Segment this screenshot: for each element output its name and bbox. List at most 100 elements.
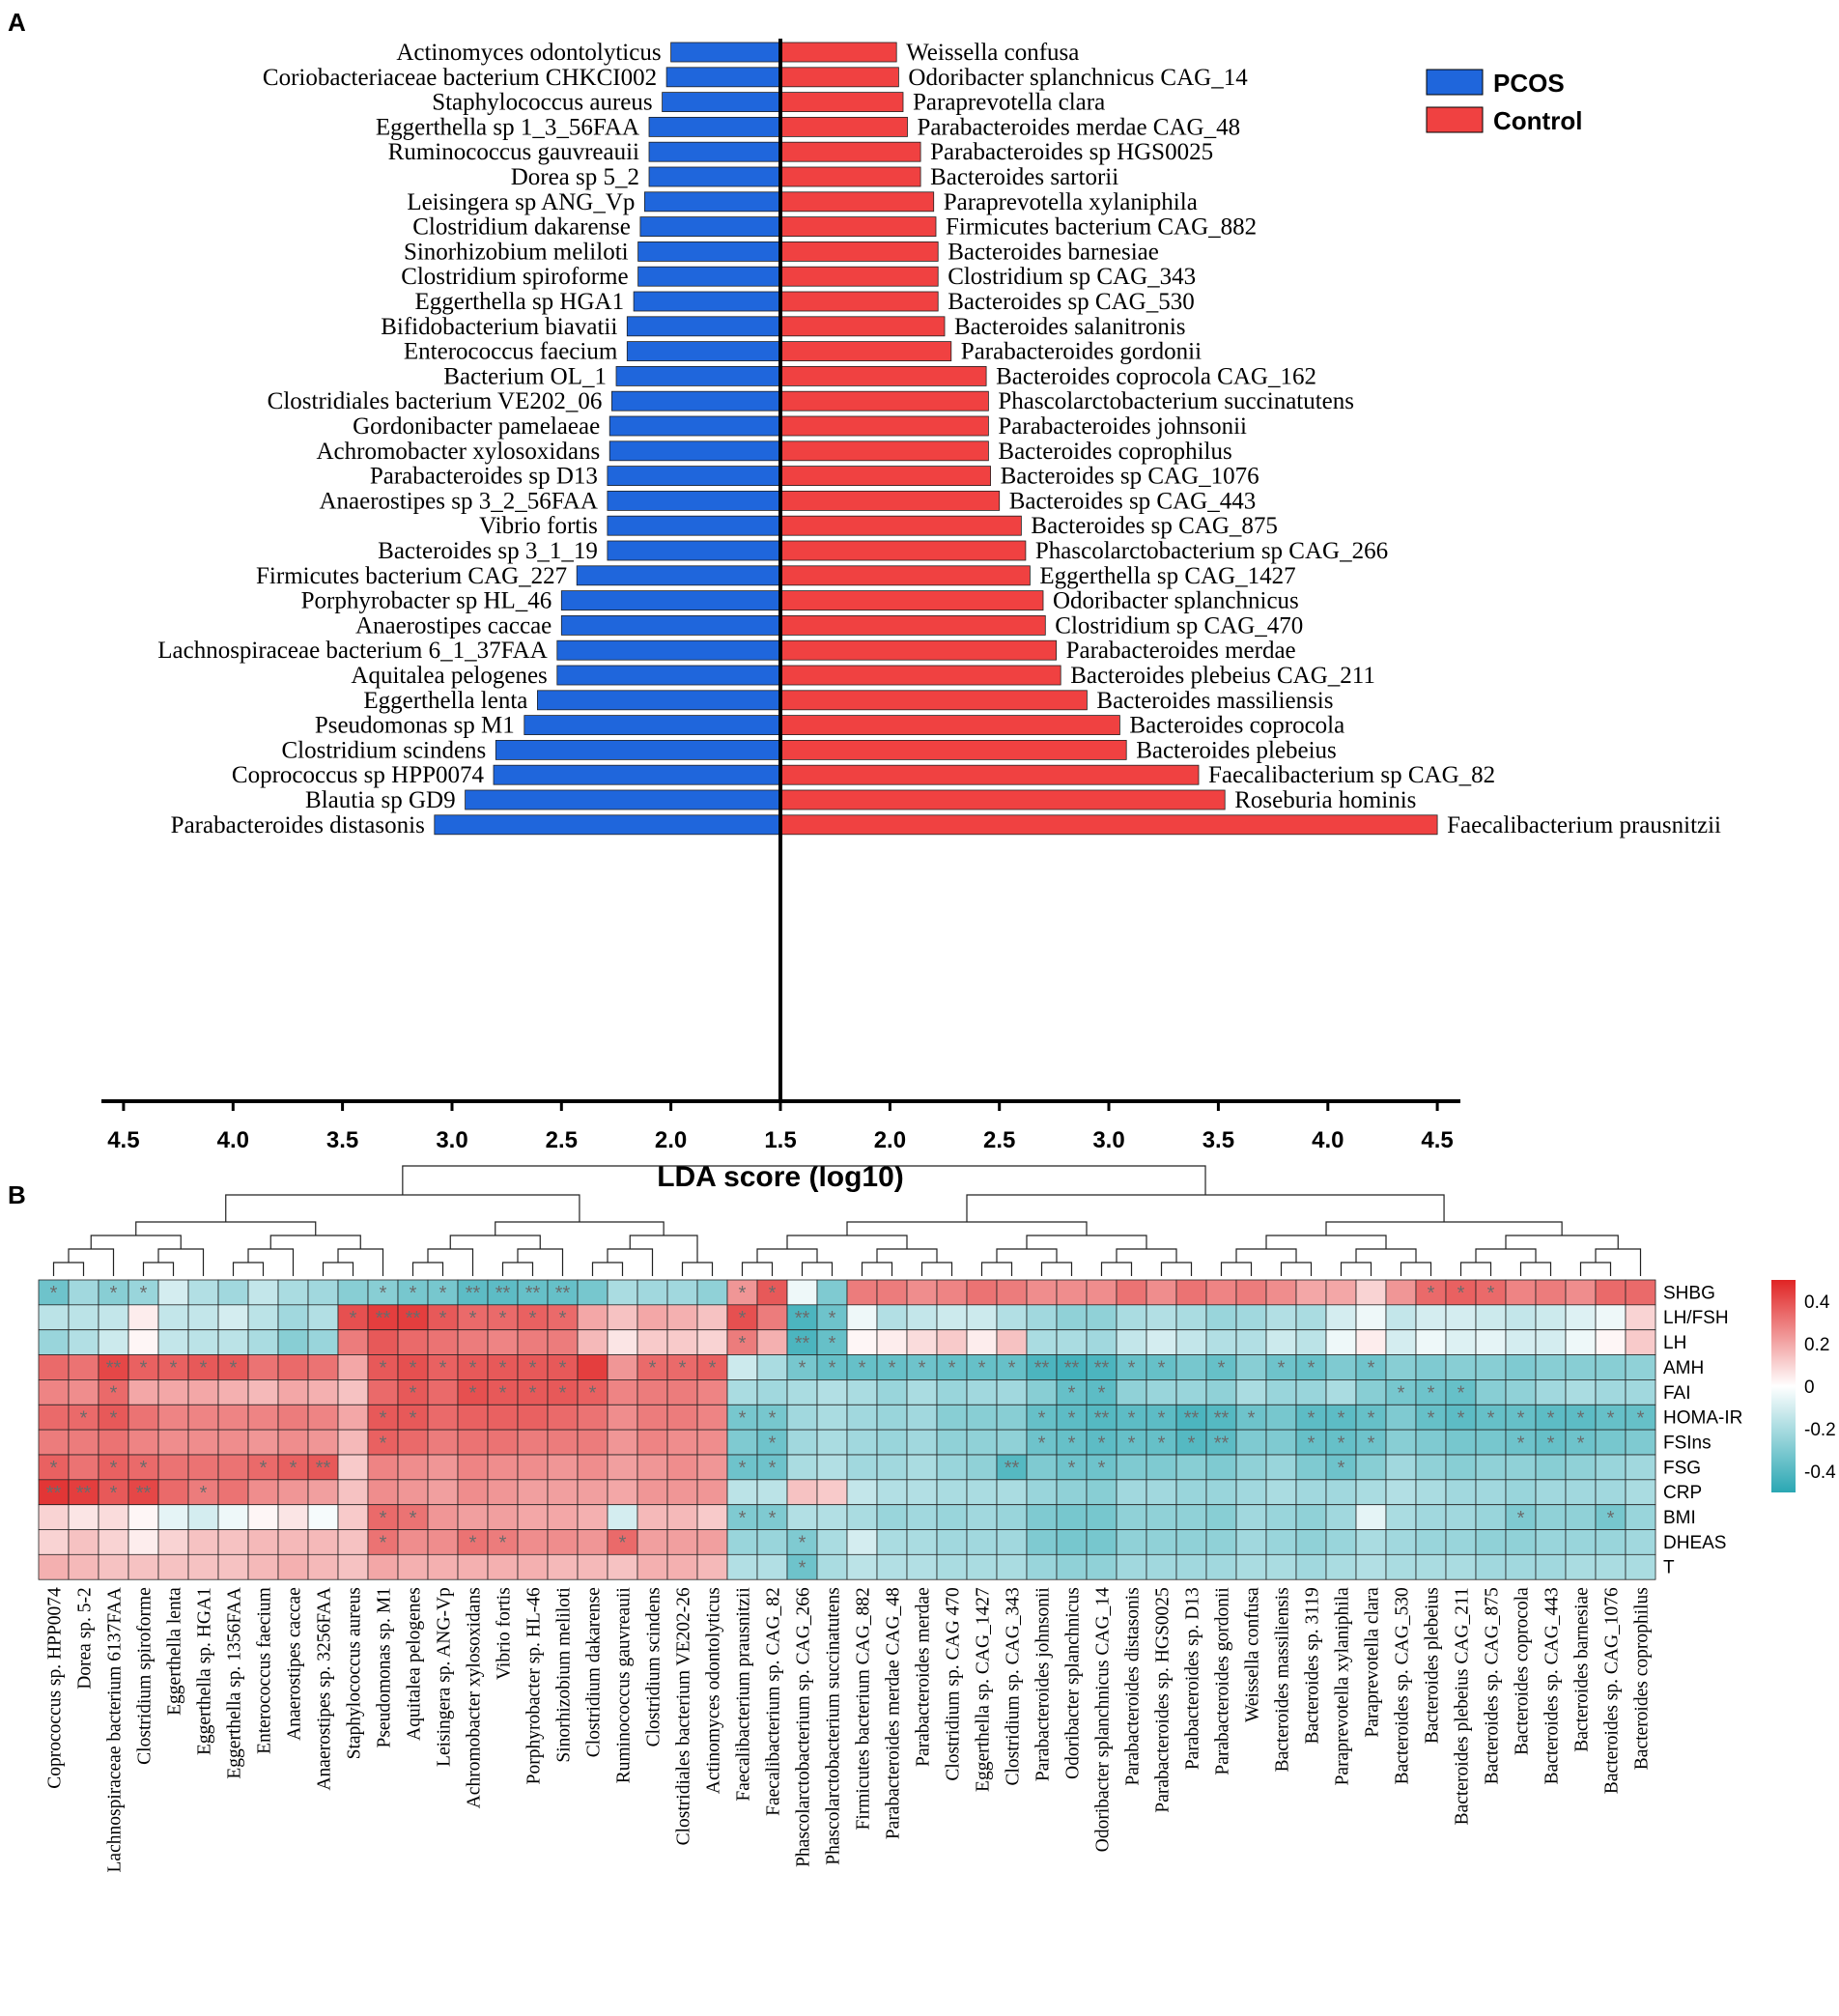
heatmap-cell-t-13	[427, 1553, 459, 1580]
heatmap-cell-fsg-14	[457, 1454, 489, 1481]
dendrogram-branch-16	[591, 1262, 624, 1276]
heatmap-cell-crp-22	[696, 1479, 728, 1506]
heatmap-cell-fsins-4	[157, 1429, 189, 1456]
heatmap-cell-fai-31	[966, 1379, 998, 1406]
heatmap-cell-lh-fsh-4	[157, 1304, 189, 1331]
heatmap-cell-bmi-2	[98, 1504, 129, 1530]
dendrogram-branch-0	[52, 1262, 85, 1276]
significance-mark: *	[1517, 1508, 1525, 1529]
column-label-bacteroides-massiliensis: Bacteroides massiliensis	[1273, 1587, 1293, 1772]
significance-mark: **	[495, 1283, 511, 1304]
heatmap-cell-lh-15	[487, 1329, 519, 1355]
heatmap-cell-bmi-21	[666, 1504, 698, 1530]
significance-mark: *	[1338, 1433, 1345, 1454]
heatmap-cell-fai-10	[337, 1379, 369, 1406]
heatmap-cell-crp-44	[1355, 1479, 1387, 1506]
heatmap-cell-crp-4	[157, 1479, 189, 1506]
heatmap-cell-crp-31	[966, 1479, 998, 1506]
bar-pcos-clostridium-dakarense	[639, 216, 781, 238]
heatmap-cell-amh-50	[1535, 1354, 1567, 1380]
heatmap-cell-lh-31	[966, 1329, 998, 1355]
heatmap-cell-t-4	[157, 1553, 189, 1580]
dendrogram-branch-20	[495, 1221, 665, 1235]
significance-mark: *	[1487, 1407, 1495, 1429]
heatmap-cell-fai-48	[1475, 1379, 1507, 1406]
heatmap-cell-shbg-45	[1385, 1279, 1417, 1306]
significance-mark: *	[1158, 1433, 1166, 1454]
column-label-actinomyces-odontolyticus: Actinomyces odontolyticus	[704, 1587, 724, 1794]
heatmap-cell-bmi-34	[1056, 1504, 1088, 1530]
heatmap-cell-lh-fsh-16	[517, 1304, 549, 1331]
heatmap-cell-lh-8	[277, 1329, 309, 1355]
heatmap-cell-bmi-5	[187, 1504, 219, 1530]
bar-control-bacteroides-coprophilus	[779, 440, 989, 462]
heatmap-cell-t-36	[1116, 1553, 1147, 1580]
bar-label-bacteroides-sp-cag-530: Bacteroides sp CAG_530	[948, 289, 1195, 315]
heatmap-cell-dheas-37	[1146, 1529, 1177, 1555]
significance-mark: *	[559, 1358, 567, 1379]
bar-label-blautia-sp-gd9: Blautia sp GD9	[305, 787, 456, 813]
significance-mark: *	[739, 1308, 747, 1329]
heatmap-cell-fsins-17	[547, 1429, 579, 1456]
heatmap-cell-homa-ir-17	[547, 1404, 579, 1431]
dendrogram-branch-11	[411, 1262, 444, 1276]
heatmap-cell-shbg-52	[1595, 1279, 1627, 1306]
heatmap-cell-fai-11	[367, 1379, 399, 1406]
heatmap-cell-homa-ir-14	[457, 1404, 489, 1431]
heatmap-cell-lh-fsh-48	[1475, 1304, 1507, 1331]
heatmap-cell-fsg-27	[846, 1454, 878, 1481]
heatmap-cell-fsg-17	[547, 1454, 579, 1481]
heatmap-cell-t-46	[1415, 1553, 1447, 1580]
x-axis-ticks: 4.5 4.0 3.5 3.0 2.5 2.0 1.5 2.0 2.5 3.0 3.5 4.0 4.5	[107, 1101, 1454, 1153]
heatmap-cell-amh-49	[1505, 1354, 1537, 1380]
row-label-amh: AMH	[1663, 1358, 1704, 1378]
column-label-parabacteroides-distasonis: Parabacteroides distasonis	[1123, 1587, 1144, 1785]
bar-label-bacteroides-plebeius-cag-211: Bacteroides plebeius CAG_211	[1070, 663, 1375, 689]
heatmap-cell-lh-46	[1415, 1329, 1447, 1355]
heatmap-cell-bmi-32	[996, 1504, 1028, 1530]
heatmap-cell-lh-fsh-46	[1415, 1304, 1447, 1331]
bar-pcos-porphyrobacter-sp-hl-46	[560, 590, 781, 610]
heatmap-cell-amh-27	[846, 1354, 878, 1380]
heatmap-cell-lh-fsh-34	[1056, 1304, 1088, 1331]
heatmap-cell-lh-7	[247, 1329, 279, 1355]
heatmap-cell-t-9	[307, 1553, 339, 1580]
heatmap-cell-crp-9	[307, 1479, 339, 1506]
heatmap-cell-fsg-28	[876, 1454, 908, 1481]
heatmap-cell-lh-fsh-21	[666, 1304, 698, 1331]
column-label-coprococcus-sp-hpp0074: Coprococcus sp. HPP0074	[45, 1587, 66, 1789]
dendrogram-branch-47	[1579, 1262, 1612, 1276]
bar-label-bacteroides-coprocola-cag-162: Bacteroides coprocola CAG_162	[996, 363, 1316, 389]
heatmap-cell-fai-50	[1535, 1379, 1567, 1406]
heatmap-cell-dheas-14	[457, 1529, 489, 1555]
heatmap-cell-amh-48	[1475, 1354, 1507, 1380]
bar-pcos-leisingera-sp-ang-vp	[644, 191, 781, 213]
dendrogram-branch-30	[1040, 1262, 1073, 1276]
significance-mark: **	[46, 1483, 62, 1504]
column-label-staphylococcus-aureus: Staphylococcus aureus	[345, 1587, 365, 1759]
heatmap-cell-shbg-3	[127, 1279, 159, 1306]
column-label-parabacteroides-sp-hgs0025: Parabacteroides sp. HGS0025	[1153, 1587, 1174, 1812]
heatmap-cell-dheas-30	[936, 1529, 968, 1555]
heatmap-cell-lh-fsh-45	[1385, 1304, 1417, 1331]
column-label-anaerostipes-caccae: Anaerostipes caccae	[285, 1587, 305, 1741]
significance-mark: *	[619, 1533, 627, 1554]
heatmap-cell-fsins-18	[577, 1429, 608, 1456]
bar-label-clostridium-sp-cag-343: Clostridium sp CAG_343	[948, 264, 1196, 290]
heatmap-cell-fsins-13	[427, 1429, 459, 1456]
bar-pcos-bacterium-ol-1	[615, 365, 781, 386]
significance-mark: *	[140, 1283, 148, 1304]
heatmap-cell-lh-fsh-19	[607, 1304, 638, 1331]
heatmap-cell-dheas-50	[1535, 1529, 1567, 1555]
heatmap-cell-shbg-16	[517, 1279, 549, 1306]
heatmap-cell-amh-28	[876, 1354, 908, 1380]
bar-label-firmicutes-bacterium-cag-227: Firmicutes bacterium CAG_227	[256, 563, 567, 589]
significance-mark: **	[1094, 1407, 1110, 1429]
heatmap-cell-homa-ir-32	[996, 1404, 1028, 1431]
significance-mark: *	[948, 1358, 956, 1379]
bar-pcos-lachnospiraceae-bacterium-6-1-37faa	[556, 639, 781, 661]
heatmap-cell-fai-1	[68, 1379, 99, 1406]
heatmap-cell-bmi-12	[397, 1504, 429, 1530]
significance-mark: *	[110, 1483, 118, 1504]
bar-pcos-eggerthella-sp-1-3-56faa	[648, 117, 781, 137]
